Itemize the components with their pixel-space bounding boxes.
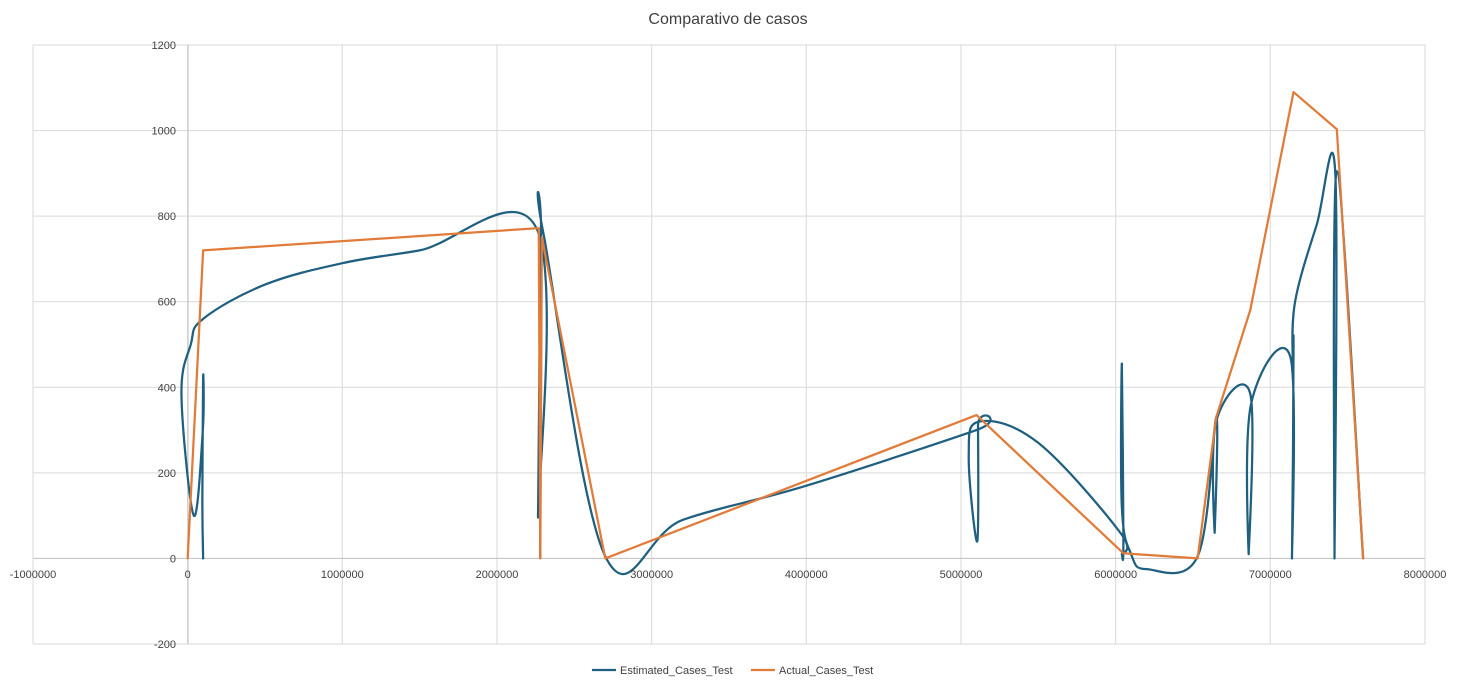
y-tick-label: 1200 [152,40,176,52]
x-tick-label: -1000000 [10,569,57,581]
series-line-Actual_Cases_Test [186,90,1365,560]
x-tick-label: 3000000 [630,569,673,581]
x-tick-label: 1000000 [321,569,364,581]
y-tick-label: 800 [158,211,176,223]
x-tick-label: 7000000 [1249,569,1292,581]
y-tick-label: 600 [158,297,176,309]
chart-title: Comparativo de casos [648,11,807,28]
y-tick-label: 400 [158,382,176,394]
x-tick-label: 0 [185,569,191,581]
x-tick-label: 6000000 [1094,569,1137,581]
y-tick-label: 1000 [152,126,176,138]
tick-layer: -1000000 0 1000000 2000000 3000000 4000000 500… [10,40,1447,651]
legend: Estimated_Cases_Test Actual_Cases_Test [592,665,873,677]
x-tick-label: 4000000 [785,569,828,581]
x-tick-label: 5000000 [940,569,983,581]
legend-label: Actual_Cases_Test [779,665,873,677]
y-tick-label: -200 [154,639,176,651]
y-tick-label: 200 [158,468,176,480]
grid-layer [32,44,1426,645]
y-tick-label: 0 [170,553,176,565]
series-layer [180,90,1365,575]
x-tick-label: 8000000 [1404,569,1447,581]
legend-label: Estimated_Cases_Test [620,665,733,677]
x-tick-label: 2000000 [476,569,519,581]
series-line-Estimated_Cases_Test [180,151,1365,575]
